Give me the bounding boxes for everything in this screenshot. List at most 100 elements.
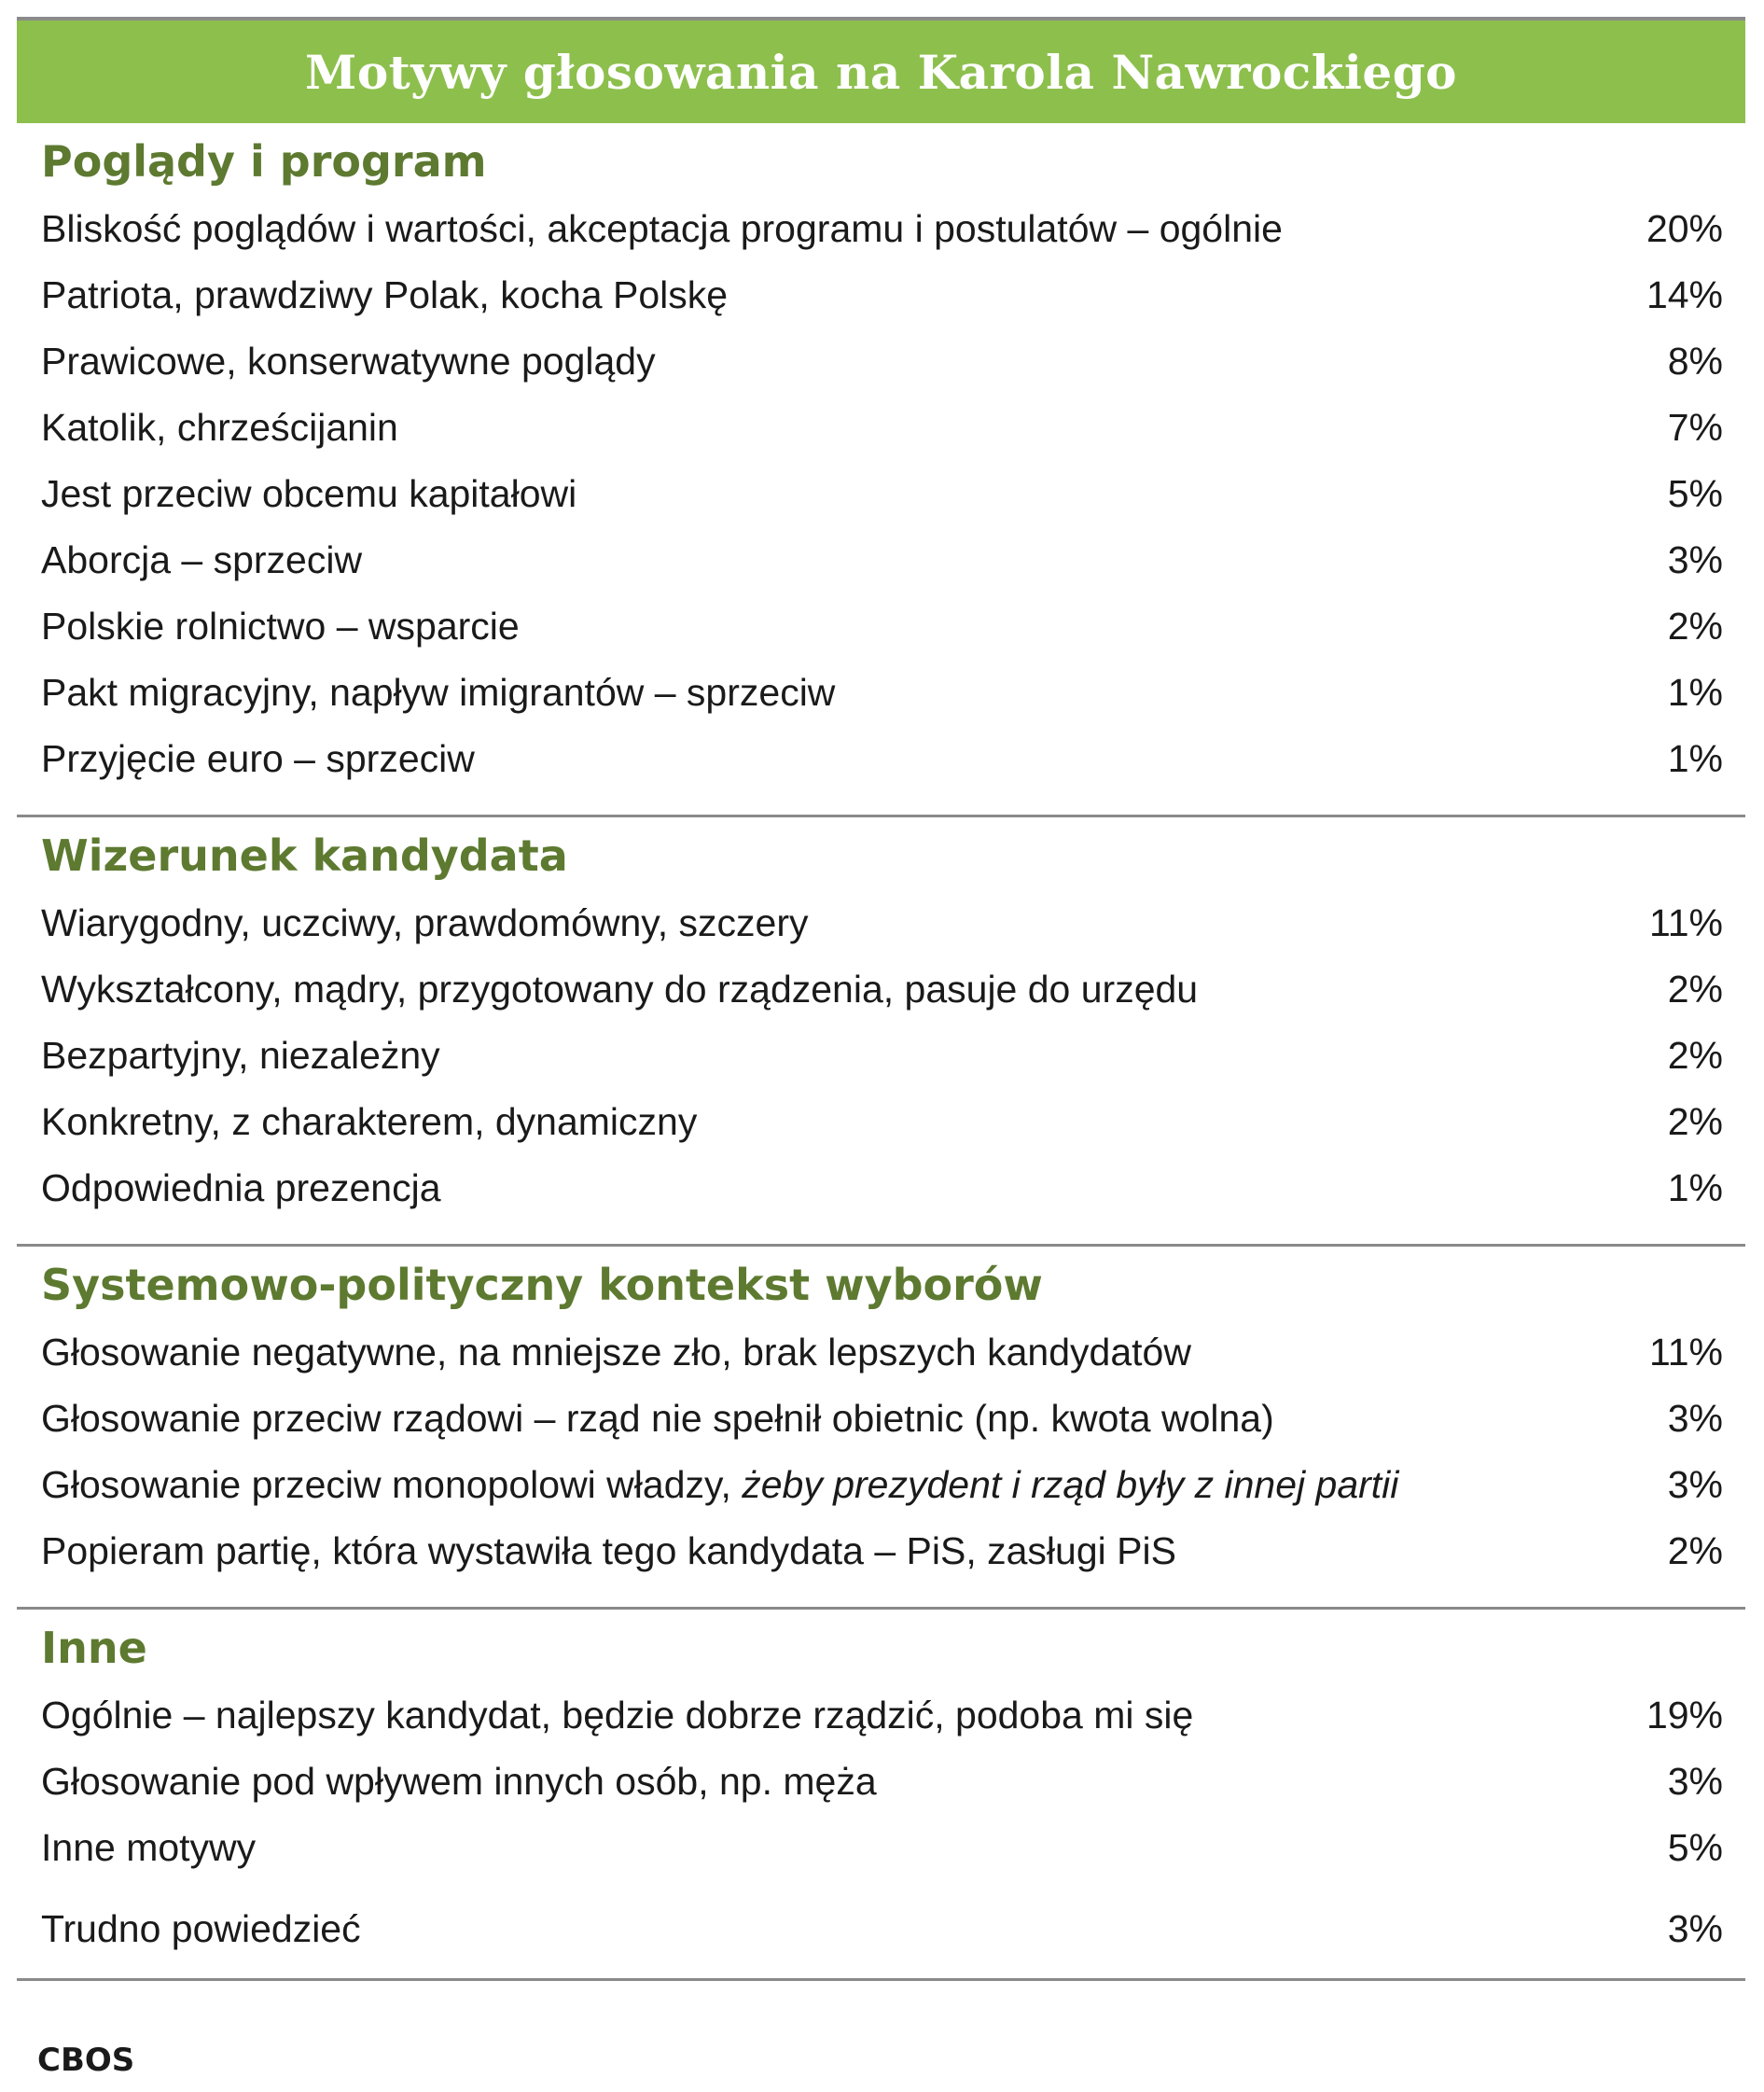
table-row: Głosowanie pod wpływem innych osób, np. … — [41, 1749, 1723, 1815]
row-label-text: Aborcja – sprzeciw — [41, 538, 363, 581]
row-label: Polskie rolnictwo – wsparcie — [41, 605, 520, 649]
row-label-text: Głosowanie pod wpływem innych osób, np. … — [41, 1760, 877, 1803]
row-label: Trudno powiedzieć — [41, 1907, 361, 1951]
row-value: 8% — [1667, 340, 1723, 383]
table-row: Odpowiednia prezencja 1% — [41, 1155, 1723, 1221]
section-3: Systemowo-polityczny kontekst wyborów Gło… — [17, 1247, 1745, 1584]
table-row: Głosowanie negatywne, na mniejsze zło, b… — [41, 1319, 1723, 1386]
table-row: Aborcja – sprzeciw 3% — [41, 527, 1723, 593]
survey-table: Motywy głosowania na Karola Nawrockiego … — [17, 17, 1745, 1981]
row-value: 1% — [1667, 671, 1723, 714]
row-label: Patriota, prawdziwy Polak, kocha Polskę — [41, 273, 728, 317]
row-label: Pakt migracyjny, napływ imigrantów – spr… — [41, 671, 835, 715]
row-value: 19% — [1646, 1694, 1723, 1736]
row-label: Głosowanie pod wpływem innych osób, np. … — [41, 1760, 877, 1804]
table-title: Motywy głosowania na Karola Nawrockiego — [304, 44, 1458, 100]
row-value: 2% — [1667, 1529, 1723, 1572]
table-row: Głosowanie przeciw rządowi – rząd nie sp… — [41, 1386, 1723, 1452]
row-label: Odpowiednia prezencja — [41, 1166, 441, 1210]
section-4: Inne Ogólnie – najlepszy kandydat, będzie… — [17, 1610, 1745, 1969]
section-divider — [17, 1978, 1745, 1981]
table-row: Konkretny, z charakterem, dynamiczny 2% — [41, 1089, 1723, 1155]
row-value: 2% — [1667, 968, 1723, 1011]
row-label-text: Konkretny, z charakterem, dynamiczny — [41, 1100, 698, 1143]
row-value: 11% — [1648, 1331, 1723, 1374]
row-label: Głosowanie przeciw rządowi – rząd nie sp… — [41, 1397, 1274, 1441]
section-heading: Systemowo-polityczny kontekst wyborów — [41, 1260, 1043, 1310]
row-label-text: Inne motywy — [41, 1826, 257, 1869]
sections-container: Poglądy i program Bliskość poglądów i war… — [17, 123, 1745, 1981]
section-heading: Inne — [41, 1623, 147, 1673]
table-row: Trudno powiedzieć 3% — [41, 1881, 1723, 1969]
row-label: Wykształcony, mądry, przygotowany do rzą… — [41, 968, 1198, 1011]
table-row: Bezpartyjny, niezależny 2% — [41, 1023, 1723, 1089]
row-label-text: Pakt migracyjny, napływ imigrantów – spr… — [41, 671, 836, 714]
row-label-text: Polskie rolnictwo – wsparcie — [41, 605, 520, 648]
row-label-text: Trudno powiedzieć — [41, 1906, 361, 1950]
row-value: 1% — [1667, 737, 1723, 780]
row-label: Prawicowe, konserwatywne poglądy — [41, 340, 656, 384]
row-value: 2% — [1667, 1034, 1723, 1077]
section-heading: Wizerunek kandydata — [41, 830, 568, 881]
top-rule — [17, 17, 1745, 21]
row-value: 3% — [1667, 538, 1723, 581]
table-row: Ogólnie – najlepszy kandydat, będzie dob… — [41, 1682, 1723, 1749]
table-row: Wiarygodny, uczciwy, prawdomówny, szczer… — [41, 890, 1723, 956]
row-label-text: Jest przeciw obcemu kapitałowi — [41, 472, 577, 515]
table-row: Polskie rolnictwo – wsparcie 2% — [41, 593, 1723, 660]
row-label-text: Wiarygodny, uczciwy, prawdomówny, szczer… — [41, 901, 809, 944]
row-label: Jest przeciw obcemu kapitałowi — [41, 472, 576, 516]
row-value: 5% — [1667, 472, 1723, 515]
row-value: 2% — [1667, 605, 1723, 648]
table-row: Prawicowe, konserwatywne poglądy 8% — [41, 328, 1723, 395]
row-value: 7% — [1667, 406, 1723, 449]
row-label: Ogólnie – najlepszy kandydat, będzie dob… — [41, 1694, 1193, 1737]
table-row: Przyjęcie euro – sprzeciw 1% — [41, 726, 1723, 792]
table-row: Katolik, chrześcijanin 7% — [41, 395, 1723, 461]
row-label-text: Popieram partię, która wystawiła tego ka… — [41, 1529, 1176, 1572]
row-label-text: Głosowanie przeciw rządowi – rząd nie sp… — [41, 1397, 1274, 1440]
row-value: 1% — [1667, 1166, 1723, 1209]
section-divider — [17, 815, 1745, 817]
title-bar: Motywy głosowania na Karola Nawrockiego — [17, 21, 1745, 123]
row-value: 3% — [1667, 1463, 1723, 1506]
row-label-italic: żeby prezydent i rząd były z innej parti… — [742, 1463, 1399, 1506]
row-label-text: Głosowanie negatywne, na mniejsze zło, b… — [41, 1331, 1191, 1374]
section-heading: Poglądy i program — [41, 136, 487, 187]
row-label: Głosowanie przeciw monopolowi władzy, że… — [41, 1463, 1398, 1507]
section-2: Wizerunek kandydata Wiarygodny, uczciwy, … — [17, 817, 1745, 1221]
row-label: Popieram partię, która wystawiła tego ka… — [41, 1529, 1176, 1573]
row-label-text: Bezpartyjny, niezależny — [41, 1034, 440, 1077]
table-row: Pakt migracyjny, napływ imigrantów – spr… — [41, 660, 1723, 726]
row-label-text: Wykształcony, mądry, przygotowany do rzą… — [41, 968, 1199, 1011]
table-row: Wykształcony, mądry, przygotowany do rzą… — [41, 956, 1723, 1023]
section-divider — [17, 1607, 1745, 1610]
section-divider — [17, 1244, 1745, 1247]
row-label-text: Odpowiednia prezencja — [41, 1166, 441, 1209]
row-value: 3% — [1667, 1760, 1723, 1803]
row-label-text: Głosowanie przeciw monopolowi władzy, — [41, 1463, 743, 1506]
row-label: Bliskość poglądów i wartości, akceptacja… — [41, 207, 1283, 251]
table-row: Bliskość poglądów i wartości, akceptacja… — [41, 196, 1723, 262]
row-value: 5% — [1667, 1826, 1723, 1869]
section-1: Poglądy i program Bliskość poglądów i war… — [17, 123, 1745, 792]
row-label: Głosowanie negatywne, na mniejsze zło, b… — [41, 1331, 1191, 1374]
table-row: Patriota, prawdziwy Polak, kocha Polskę 1… — [41, 262, 1723, 328]
source-label: CBOS — [37, 2042, 135, 2079]
row-label-text: Ogólnie – najlepszy kandydat, będzie dob… — [41, 1694, 1194, 1736]
row-label-text: Bliskość poglądów i wartości, akceptacja… — [41, 207, 1283, 250]
row-value: 3% — [1667, 1397, 1723, 1440]
row-value: 11% — [1648, 901, 1723, 944]
row-label-text: Przyjęcie euro – sprzeciw — [41, 737, 475, 780]
row-label-text: Patriota, prawdziwy Polak, kocha Polskę — [41, 273, 729, 316]
row-value: 3% — [1667, 1906, 1723, 1950]
row-value: 2% — [1667, 1100, 1723, 1143]
table-row: Inne motywy 5% — [41, 1815, 1723, 1881]
row-label-text: Prawicowe, konserwatywne poglądy — [41, 340, 656, 383]
table-row: Popieram partię, która wystawiła tego ka… — [41, 1518, 1723, 1584]
row-label: Katolik, chrześcijanin — [41, 406, 398, 450]
table-row: Głosowanie przeciw monopolowi władzy, że… — [41, 1452, 1723, 1518]
row-label: Inne motywy — [41, 1826, 256, 1870]
row-label: Konkretny, z charakterem, dynamiczny — [41, 1100, 697, 1144]
row-value: 14% — [1646, 273, 1723, 316]
